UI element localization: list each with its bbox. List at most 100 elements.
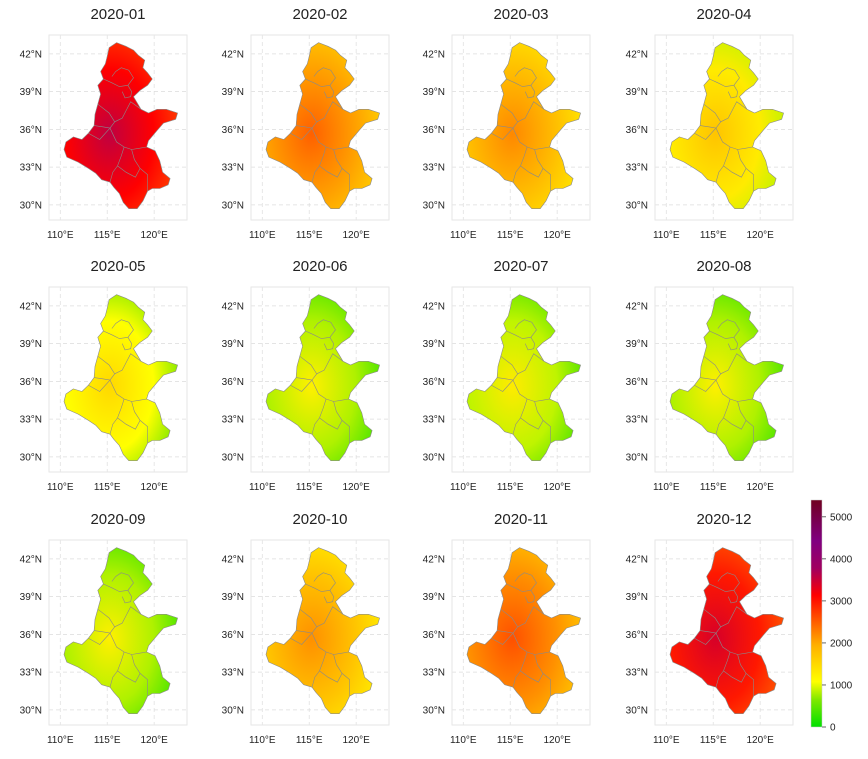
y-tick-label: 30°N <box>423 200 445 211</box>
province-border <box>114 101 142 123</box>
province-border <box>121 337 132 351</box>
y-tick-label: 39°N <box>423 339 445 350</box>
province-border <box>305 67 336 87</box>
colorbar-tick-label: 2000 <box>830 638 853 649</box>
province-border <box>497 608 519 634</box>
region-fill <box>265 294 380 461</box>
province-border <box>506 572 537 592</box>
province-border <box>491 632 514 645</box>
province-border <box>117 670 141 683</box>
panel-frame <box>654 539 794 726</box>
panel-frame <box>48 539 188 726</box>
province-border <box>727 590 738 604</box>
province-border <box>727 85 738 99</box>
province-border <box>709 572 740 592</box>
region-fill <box>466 42 581 209</box>
y-tick-label: 30°N <box>20 705 42 716</box>
colorbar-tick-label: 4000 <box>830 554 853 565</box>
x-tick-label: 115°E <box>296 735 323 746</box>
region-fill <box>63 547 178 714</box>
province-border <box>109 127 147 150</box>
panel-frame <box>451 34 591 221</box>
panel-title: 2020-01 <box>90 6 145 23</box>
province-border <box>512 127 550 150</box>
province-border <box>694 632 717 645</box>
colorbar-tick-label: 3000 <box>830 596 853 607</box>
province-border <box>517 353 545 375</box>
province-border <box>524 85 535 99</box>
map-panel: 2020-11 110°E 115°E 120°E 42°N 39°N 36°N 33°N 30… <box>423 511 591 746</box>
x-tick-label: 120°E <box>140 735 168 746</box>
y-tick-label: 42°N <box>222 554 244 565</box>
province-border <box>524 590 535 604</box>
colorbar-tick-label: 1000 <box>830 680 853 691</box>
x-tick-label: 120°E <box>140 482 168 493</box>
y-tick-label: 36°N <box>423 125 445 136</box>
x-tick-label: 115°E <box>497 482 524 493</box>
x-tick-label: 115°E <box>700 482 727 493</box>
x-tick-label: 110°E <box>653 482 680 493</box>
y-tick-label: 33°N <box>222 668 244 679</box>
y-tick-label: 42°N <box>626 49 648 60</box>
region-fill <box>669 42 784 209</box>
map-panel: 2020-12 110°E 115°E 120°E 42°N 39°N 36°N 33°N 30… <box>626 511 794 746</box>
province-border <box>506 319 537 339</box>
colorbar-gradient <box>810 499 823 728</box>
y-tick-label: 39°N <box>626 592 648 603</box>
y-tick-label: 39°N <box>626 339 648 350</box>
map-panel: 2020-07 110°E 115°E 120°E 42°N 39°N 36°N 33°N 30… <box>423 258 591 493</box>
province-border <box>319 670 343 683</box>
x-tick-label: 120°E <box>746 735 774 746</box>
province-border <box>520 417 544 430</box>
province-border <box>517 606 545 628</box>
y-tick-label: 30°N <box>423 452 445 463</box>
y-tick-label: 30°N <box>222 200 244 211</box>
province-border <box>109 379 147 402</box>
y-tick-label: 33°N <box>423 163 445 174</box>
y-tick-label: 36°N <box>626 377 648 388</box>
province-border <box>311 379 349 402</box>
panel-title: 2020-07 <box>493 258 548 275</box>
y-tick-label: 36°N <box>222 125 244 136</box>
province-border <box>709 319 740 339</box>
region-fill <box>669 547 784 714</box>
map-panel: 2020-06 110°E 115°E 120°E 42°N 39°N 36°N 33°N 30… <box>222 258 390 493</box>
y-tick-label: 33°N <box>222 163 244 174</box>
province-border <box>296 355 318 381</box>
province-border <box>323 590 334 604</box>
province-border <box>103 319 134 339</box>
y-tick-label: 42°N <box>222 49 244 60</box>
province-border <box>694 379 717 392</box>
province-border <box>727 337 738 351</box>
map-panels: 2020-01 110°E 115°E 120°E 42°N 39°N 36°N 33°N 30… <box>20 6 794 746</box>
province-border <box>497 103 519 129</box>
panel-title: 2020-05 <box>90 258 145 275</box>
panel-title: 2020-12 <box>696 511 751 528</box>
province-border <box>715 127 753 150</box>
region-fill <box>63 42 178 209</box>
province-border <box>121 590 132 604</box>
province-border <box>109 632 147 655</box>
province-border <box>305 572 336 592</box>
panel-title: 2020-06 <box>292 258 347 275</box>
province-border <box>319 417 343 430</box>
colorbar-tick-label: 0 <box>830 723 836 734</box>
region-fill <box>669 294 784 461</box>
panel-title: 2020-09 <box>90 511 145 528</box>
panel-title: 2020-04 <box>696 6 751 23</box>
y-tick-label: 39°N <box>222 592 244 603</box>
province-border <box>316 101 344 123</box>
y-tick-label: 36°N <box>20 125 42 136</box>
x-tick-label: 110°E <box>450 735 477 746</box>
x-tick-label: 115°E <box>700 230 727 241</box>
province-border <box>88 632 111 645</box>
map-panel: 2020-01 110°E 115°E 120°E 42°N 39°N 36°N 33°N 30… <box>20 6 188 241</box>
province-border <box>715 379 753 402</box>
province-border <box>723 417 747 430</box>
province-border <box>311 127 349 150</box>
y-tick-label: 42°N <box>626 554 648 565</box>
province-border <box>512 379 550 402</box>
x-tick-label: 115°E <box>497 230 524 241</box>
y-tick-label: 36°N <box>222 630 244 641</box>
